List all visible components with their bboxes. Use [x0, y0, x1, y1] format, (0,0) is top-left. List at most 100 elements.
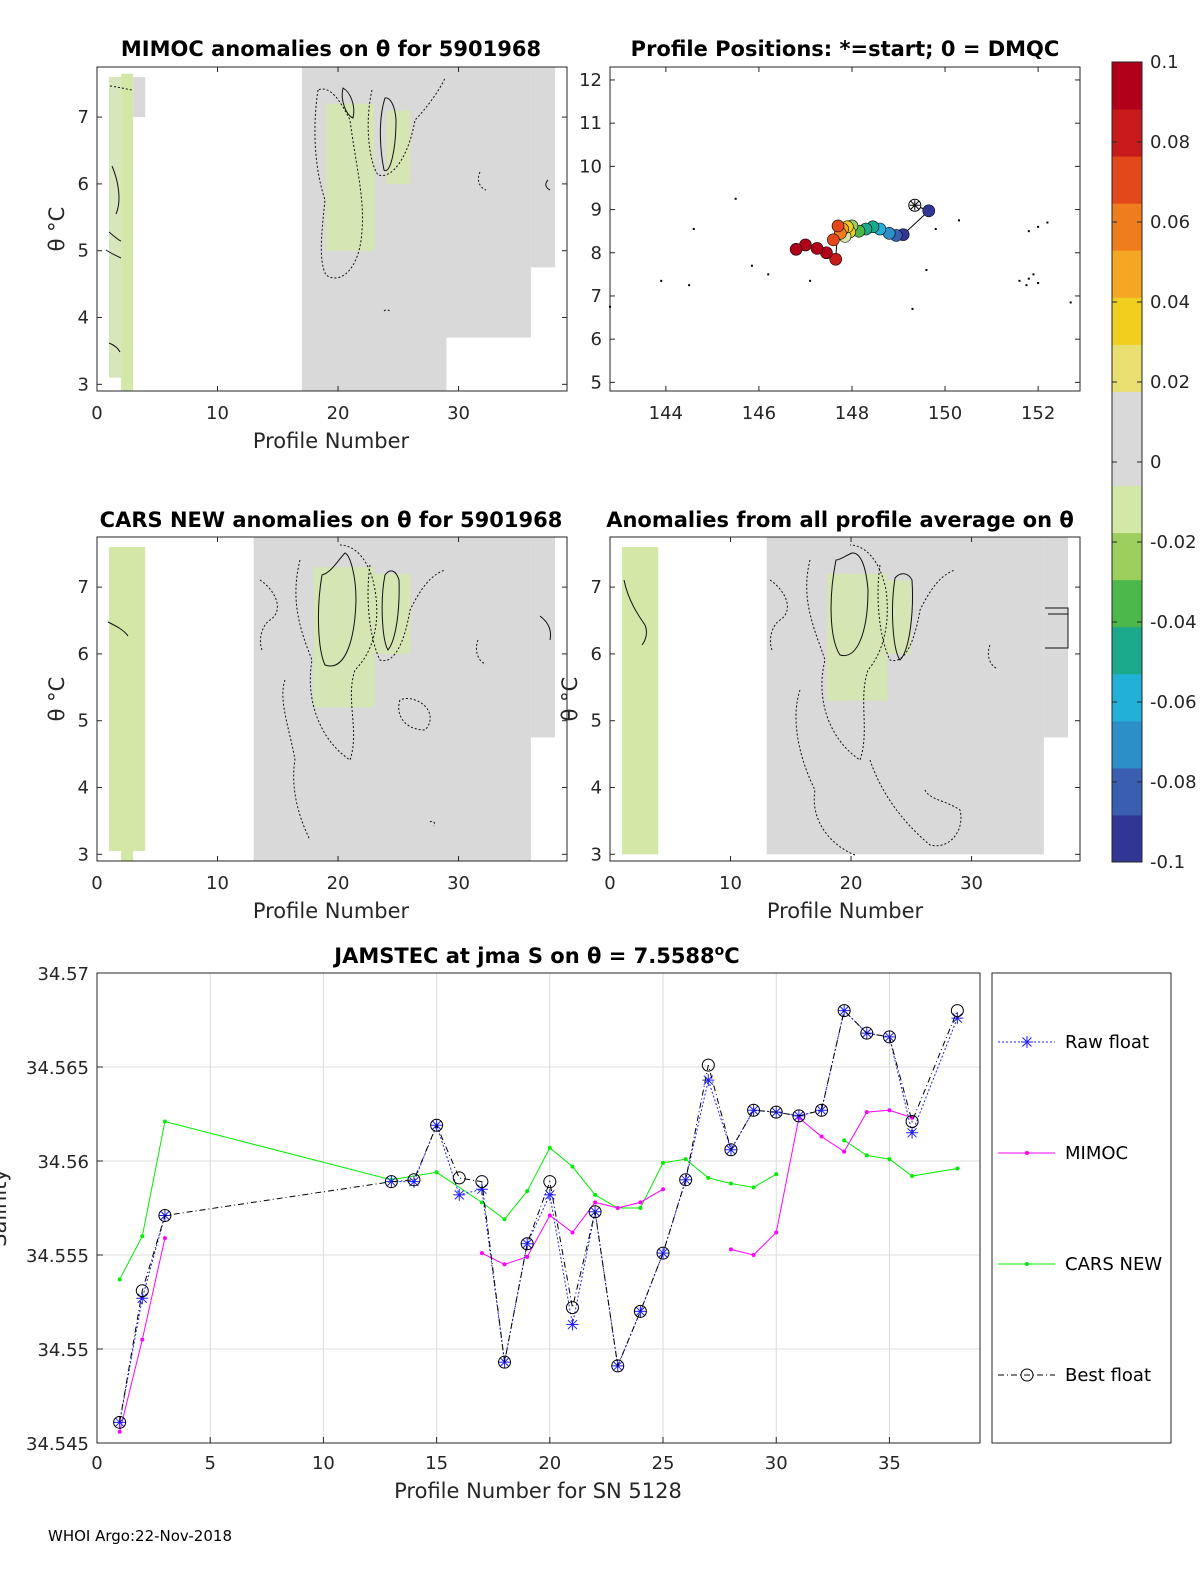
- legend-label-raw: Raw float: [1065, 1032, 1149, 1053]
- legend-box: [991, 972, 1172, 1444]
- best-float-point: [452, 1171, 466, 1185]
- raw-float-point: [475, 1183, 488, 1196]
- cars-new-point: [683, 1157, 688, 1162]
- cars-ytick-label: 7: [78, 577, 89, 598]
- cars-ticks: 0 10 20 30 3 4 5 6 7: [78, 537, 567, 894]
- cars-ytick-label: 6: [78, 644, 89, 665]
- topo-dot: [1027, 230, 1030, 233]
- mimoc-column-2: [133, 77, 146, 118]
- cars-new-point: [955, 1166, 960, 1171]
- salinity-xtick-label: 25: [652, 1453, 675, 1474]
- salinity-ylabel: Salinity: [0, 1169, 11, 1247]
- topo-dot: [1037, 225, 1040, 228]
- positions-title: Profile Positions: *=start; 0 = DMQC: [631, 37, 1060, 61]
- mimoc-point: [479, 1251, 484, 1256]
- best-float-point: [113, 1415, 127, 1429]
- mimoc-ytick-label: 6: [78, 174, 89, 195]
- positions-ytick-label: 12: [579, 70, 602, 91]
- average-heatmap: [622, 537, 1068, 855]
- salinity-title: JAMSTEC at jma S on θ = 7.5588oC: [332, 943, 739, 968]
- cars-new-point: [140, 1234, 145, 1239]
- mimoc-column-5: [530, 67, 555, 268]
- best-float-point: [950, 1004, 964, 1018]
- salinity-xtick-label: 35: [878, 1453, 901, 1474]
- salinity-xtick-label: 5: [204, 1453, 215, 1474]
- cars-new-point: [751, 1185, 756, 1190]
- positions-ytick-label: 11: [579, 113, 602, 134]
- raw-float-point: [543, 1188, 556, 1201]
- positions-ytick-label: 8: [591, 243, 602, 264]
- colorbar-cell: [1112, 109, 1142, 157]
- topo-dot: [925, 269, 928, 272]
- mimoc-green-patch-0: [325, 103, 375, 251]
- best-float-point: [384, 1175, 398, 1189]
- mimoc-axes: [96, 66, 568, 392]
- best-float-point: [543, 1175, 557, 1189]
- mimoc-point: [728, 1247, 733, 1252]
- legend-marker-best: [1020, 1368, 1034, 1382]
- average-title: Anomalies from all profile average on θ: [606, 508, 1074, 532]
- topo-dot: [750, 264, 753, 267]
- legend-item-cars-new: CARS NEW: [998, 1254, 1162, 1275]
- cars-new-point: [117, 1277, 122, 1282]
- colorbar-tick-label: -0.06: [1150, 692, 1197, 713]
- average-column-2: [1043, 537, 1068, 738]
- positions-xtick-label: 146: [742, 403, 776, 424]
- colorbar: 0.1 0.08 0.06 0.04 0.02 0 -0.02 -0.04 -0.06 -0.08…: [1111, 52, 1197, 873]
- cars-new-point: [842, 1138, 847, 1143]
- mimoc-ytick-label: 7: [78, 107, 89, 128]
- salinity-xtick-label: 15: [425, 1453, 448, 1474]
- raw-float-point: [385, 1175, 398, 1188]
- positions-xtick-label: 144: [649, 403, 683, 424]
- cars-new-point: [728, 1181, 733, 1186]
- colorbar-cell: [1112, 344, 1142, 392]
- colorbar-tick-label: -0.08: [1150, 772, 1197, 793]
- profile-marker: [827, 233, 840, 247]
- average-xtick-label: 10: [719, 873, 742, 894]
- mimoc-point: [547, 1213, 552, 1218]
- average-ytick-label: 7: [591, 577, 602, 598]
- average-column-0: [622, 547, 659, 855]
- colorbar-cell: [1112, 626, 1142, 675]
- best-float-point: [724, 1143, 738, 1157]
- mimoc-xlabel: Profile Number: [253, 429, 410, 453]
- raw-float-point: [906, 1126, 919, 1139]
- mimoc-xtick-label: 30: [447, 403, 470, 424]
- topo-dot: [934, 228, 937, 230]
- cars-new-point: [887, 1157, 892, 1162]
- raw-float-point: [566, 1318, 579, 1331]
- mimoc-point: [117, 1429, 122, 1434]
- legend-item-mimoc: MIMOC: [998, 1143, 1128, 1164]
- mimoc-point: [162, 1236, 167, 1241]
- positions-ticks: 144 146 148 150 152 5 6 7 8 9 10 11 12: [579, 67, 1080, 424]
- positions-xtick-label: 152: [1021, 403, 1055, 424]
- positions-xtick-label: 148: [835, 403, 869, 424]
- cars-new-point: [525, 1189, 530, 1194]
- mimoc-ytick-label: 3: [78, 374, 89, 395]
- cars-xtick-label: 0: [91, 873, 102, 894]
- mimoc-green-patch-1: [386, 110, 411, 184]
- mimoc-point: [887, 1108, 892, 1113]
- positions-ytick-label: 7: [591, 286, 602, 307]
- colorbar-tick-label: -0.02: [1150, 532, 1197, 553]
- salinity-ytick-label: 34.56: [37, 1152, 89, 1173]
- topo-dot: [660, 279, 663, 282]
- positions-ytick-label: 6: [591, 329, 602, 350]
- mimoc-panel: MIMOC anomalies on θ for 5901968 0 10 20 30…: [45, 37, 568, 453]
- legend-item-best-float: Best float: [998, 1365, 1151, 1386]
- best-float-point: [747, 1103, 761, 1117]
- salinity-legend: Raw float MIMOC CARS NEW Best float: [991, 972, 1172, 1444]
- raw-float-point: [838, 1004, 851, 1017]
- mimoc-ytick-label: 4: [78, 308, 89, 329]
- colorbar-cell: [1112, 297, 1142, 345]
- legend-label-mimoc: MIMOC: [1065, 1143, 1128, 1164]
- mimoc-point: [140, 1337, 145, 1342]
- cars-new-point: [570, 1164, 575, 1169]
- legend-marker-cars: [1025, 1262, 1029, 1266]
- best-float-point: [135, 1284, 149, 1298]
- mimoc-point: [819, 1134, 824, 1139]
- average-ylabel: θ °C: [558, 677, 582, 722]
- mimoc-point: [593, 1200, 598, 1205]
- cars-column-0: [109, 547, 146, 851]
